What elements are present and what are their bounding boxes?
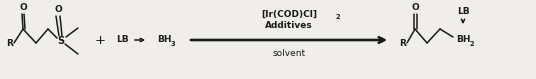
Text: 3: 3 bbox=[171, 41, 176, 47]
Text: BH: BH bbox=[157, 35, 172, 44]
Text: R: R bbox=[399, 38, 406, 47]
Text: +: + bbox=[94, 33, 106, 47]
Text: LB: LB bbox=[457, 6, 470, 15]
Text: O: O bbox=[54, 5, 62, 14]
Text: S: S bbox=[57, 36, 64, 46]
Text: O: O bbox=[411, 3, 419, 12]
Text: solvent: solvent bbox=[272, 50, 306, 59]
Text: O: O bbox=[19, 3, 27, 12]
Text: LB: LB bbox=[116, 35, 128, 44]
Text: 2: 2 bbox=[335, 14, 340, 20]
Text: R: R bbox=[6, 38, 13, 47]
Text: Additives: Additives bbox=[265, 21, 313, 30]
Text: 2: 2 bbox=[470, 41, 474, 47]
Text: [Ir(COD)Cl]: [Ir(COD)Cl] bbox=[261, 9, 317, 18]
Text: BH: BH bbox=[456, 35, 471, 44]
